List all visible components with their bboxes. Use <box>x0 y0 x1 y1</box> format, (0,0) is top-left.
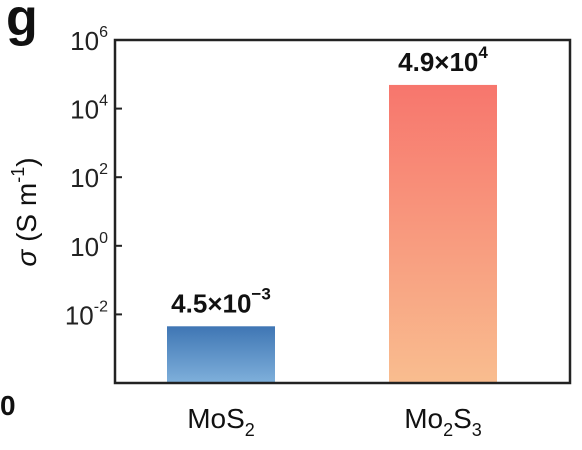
y-tick-label: 106 <box>70 24 108 56</box>
y-tick-label: 104 <box>70 93 108 125</box>
data-label: 4.5×10−3 <box>171 284 271 318</box>
y-tick-label: 102 <box>70 161 108 193</box>
corner-zero-text: 0 <box>0 390 16 421</box>
x-category-label: MoS2 <box>187 403 255 440</box>
x-category-label: Mo2S3 <box>404 403 482 440</box>
plot-frame <box>113 38 572 385</box>
bar <box>167 326 275 383</box>
y-tick-label: 10-2 <box>65 298 108 330</box>
data-label: 4.9×104 <box>398 43 488 77</box>
y-axis-label: σ (S m-1) <box>8 157 42 266</box>
panel-label: g <box>6 0 38 47</box>
bar <box>389 84 497 384</box>
y-tick-label: 100 <box>70 230 108 262</box>
